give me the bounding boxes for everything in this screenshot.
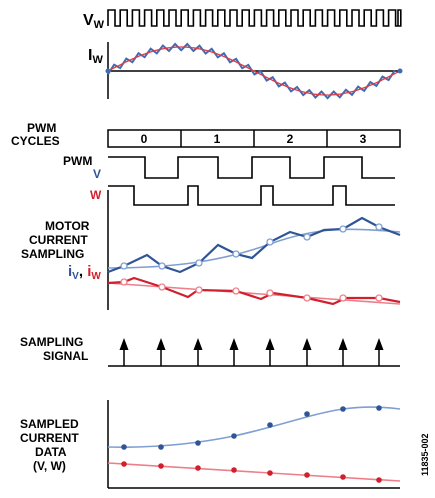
iw-sample-point: [120, 278, 128, 286]
pwm-w-label: W: [90, 188, 102, 202]
iv-sample-point: [375, 223, 383, 231]
sampled-w-point: [376, 477, 382, 483]
sampled-v-points: [121, 405, 382, 450]
motor-label-line1: MOTOR: [45, 219, 90, 233]
iw-start-dot: [105, 68, 111, 74]
pwm-v-label: V: [93, 167, 101, 181]
cycle-label: 1: [214, 132, 221, 146]
sampled-w-point: [231, 467, 237, 473]
iw-average-curve: [107, 282, 401, 305]
sampled-v-curve: [107, 406, 401, 448]
sampling-signal-line2: SIGNAL: [43, 349, 88, 363]
iv-ripple-current: [107, 216, 401, 274]
cycle-label: 0: [141, 132, 148, 146]
iv-sample-point: [339, 225, 347, 233]
sampled-v-point: [376, 405, 382, 411]
vw-label: VW: [83, 12, 105, 31]
iw-sample-point: [158, 283, 166, 291]
sampled-label-line2: CURRENT: [20, 431, 79, 445]
iv-sample-point: [158, 262, 166, 270]
pwm-w-waveform: [108, 185, 395, 206]
sampling-signal-line1: SAMPLING: [20, 335, 83, 349]
pwm-cycles-label-line2: CYCLES: [11, 134, 60, 148]
vw-pwm-waveform: [107, 9, 402, 27]
iv-sample-point: [266, 238, 274, 246]
sampling-arrow: [302, 338, 312, 366]
sampling-arrow: [374, 338, 384, 366]
pwm-label: PWM: [63, 154, 92, 168]
sampling-arrow: [193, 338, 203, 366]
sampled-label-line1: SAMPLED: [20, 417, 79, 431]
sampled-w-point: [340, 474, 346, 480]
sampled-w-curve: [107, 462, 401, 482]
sampled-v-point: [158, 444, 164, 450]
sampled-v-point: [340, 406, 346, 412]
sampled-w-point: [195, 465, 201, 471]
iw-label: IW: [88, 47, 103, 66]
iw-sample-points: [120, 278, 383, 302]
iw-sample-point: [195, 286, 203, 294]
iv-sample-point: [232, 250, 240, 258]
sampled-w-point: [121, 461, 127, 467]
iw-sample-point: [266, 289, 274, 297]
sampled-w-points: [121, 461, 382, 483]
iv-sample-point: [195, 259, 203, 267]
sampling-arrow: [338, 338, 348, 366]
iw-sample-point: [339, 294, 347, 302]
sampled-v-point: [195, 440, 201, 446]
sampling-arrow: [156, 338, 166, 366]
sampled-v-point: [121, 444, 127, 450]
iw-sample-point: [232, 287, 240, 295]
iw-end-dot: [397, 68, 403, 74]
iw-sine-current: [107, 46, 401, 96]
sampled-v-point: [304, 411, 310, 417]
figure-id: 11835-002: [420, 433, 430, 476]
sampling-arrow: [229, 338, 239, 366]
iv-average-curve: [107, 228, 401, 269]
sampling-arrow: [119, 338, 129, 366]
iv-sample-point: [120, 262, 128, 270]
sampling-arrow: [265, 338, 275, 366]
sampled-w-point: [304, 472, 310, 478]
iv-iw-label: iV, iW: [68, 263, 101, 282]
pwm-cycles-label-line1: PWM: [27, 121, 56, 135]
sampled-w-point: [267, 470, 273, 476]
sampled-label-line4: (V, W): [33, 459, 66, 473]
sampled-label-line3: DATA: [35, 445, 67, 459]
cycle-label: 3: [360, 132, 367, 146]
motor-label-line2: CURRENT: [29, 233, 88, 247]
motor-label-line3: SAMPLING: [21, 247, 84, 261]
iv-sample-points: [120, 223, 383, 270]
iw-sample-point: [375, 294, 383, 302]
pwm-v-waveform: [108, 156, 395, 179]
cycle-label: 2: [287, 132, 294, 146]
sampled-v-point: [231, 433, 237, 439]
sampled-v-point: [267, 422, 273, 428]
iv-sample-point: [303, 233, 311, 241]
sampling-signal-arrows: [119, 338, 384, 366]
pwm-cycle-boxes: 0 1 2 3: [107, 129, 401, 148]
iw-sample-point: [303, 294, 311, 302]
sampled-w-point: [158, 463, 164, 469]
